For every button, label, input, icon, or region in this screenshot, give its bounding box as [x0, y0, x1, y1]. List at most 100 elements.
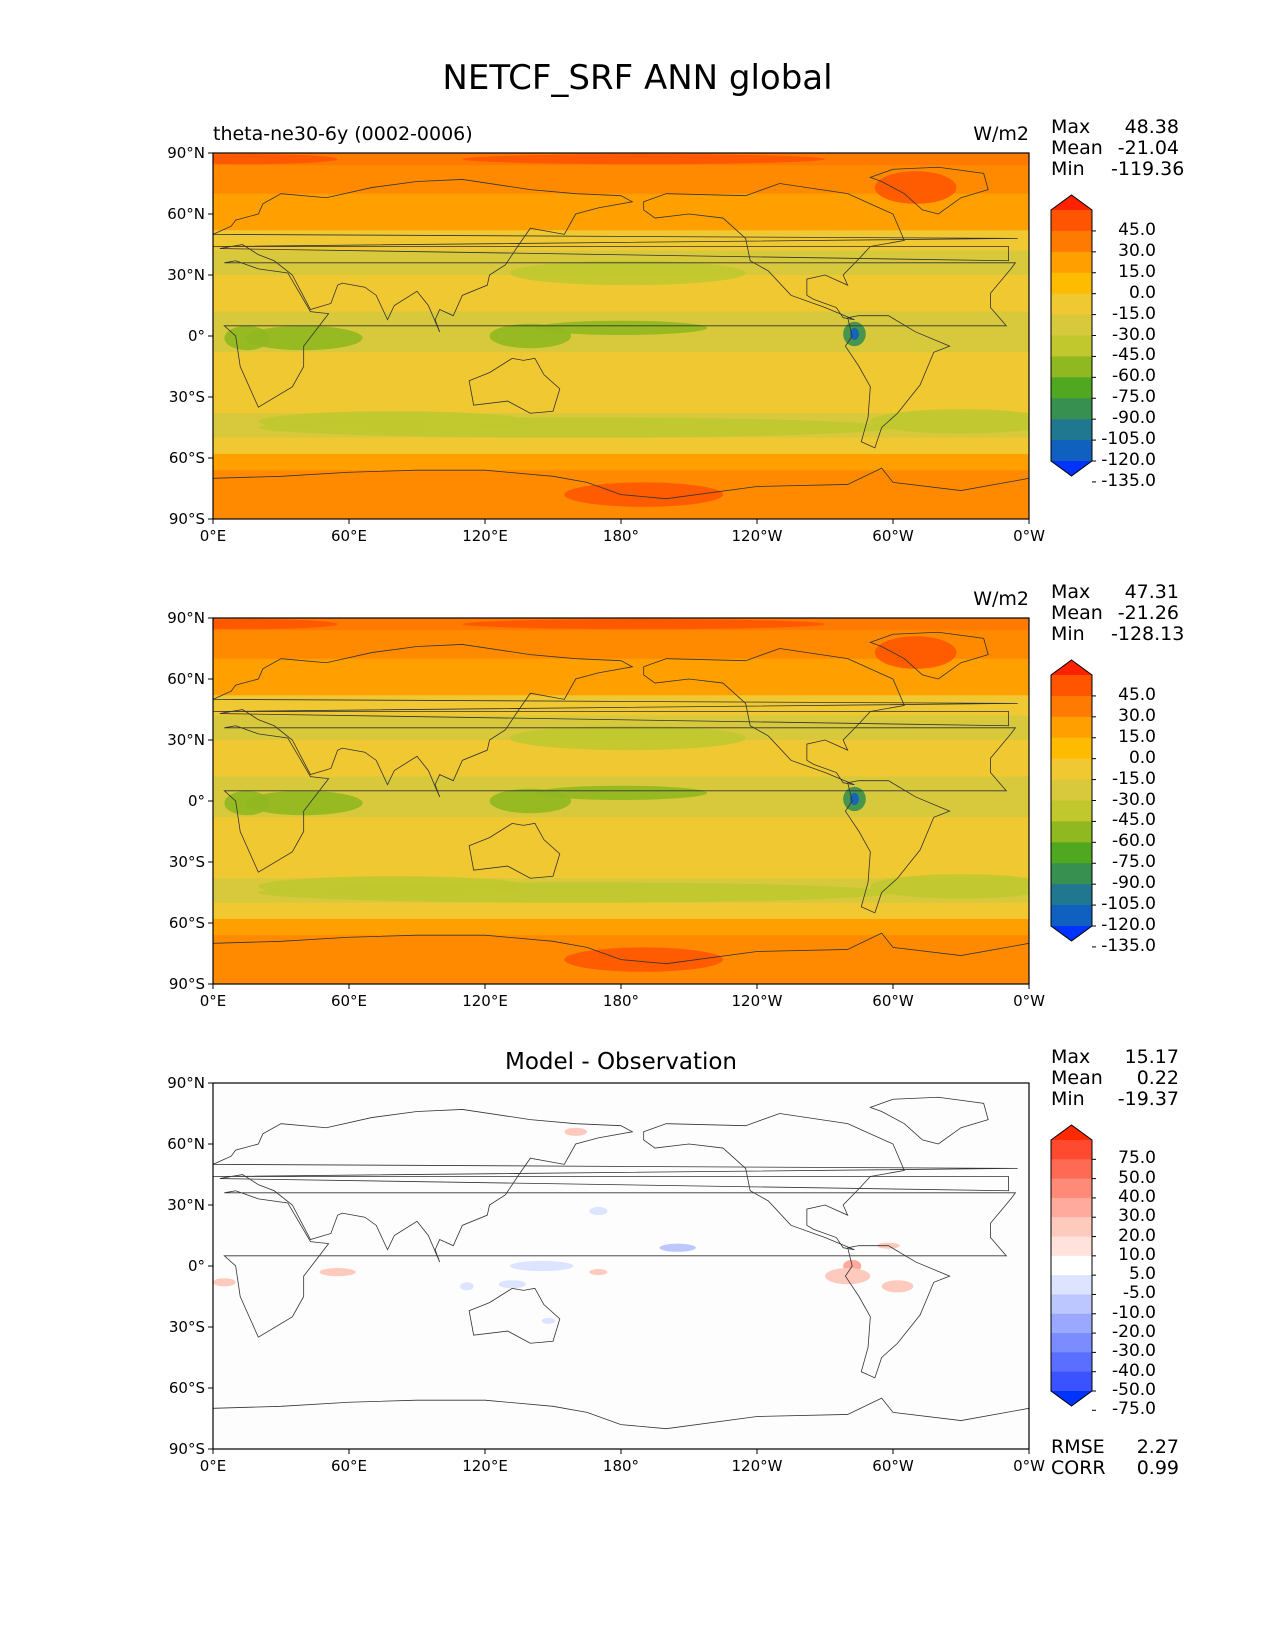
colorbar-label: -40.0: [1112, 1360, 1156, 1381]
colorbar-segment: [1051, 377, 1092, 399]
colorbar-segment: [1051, 1313, 1092, 1334]
x-tick-label: 120°E: [462, 992, 508, 1010]
x-tick-label: 0°E: [199, 992, 227, 1010]
coastline-outline: [869, 166, 989, 215]
y-tick-label: 90°S: [168, 1440, 205, 1458]
colorbar-label: 50.0: [1118, 1167, 1156, 1188]
stat-value: 48.38: [1124, 116, 1179, 138]
colorbar-label: -75.0: [1112, 387, 1156, 408]
x-tick-label: 60°E: [330, 527, 368, 545]
colorbar-label: -15.0: [1112, 303, 1156, 324]
colorbar-segment: [1051, 314, 1092, 336]
colorbar-segment: [1051, 758, 1092, 781]
stat-row: Mean -21.04: [1051, 138, 1179, 159]
panel-left-title: theta-ne30-6y (0002-0006): [213, 123, 473, 145]
coastline-outline: [643, 648, 905, 786]
y-tick-label: 30°S: [168, 388, 205, 406]
coastline-outline: [213, 1397, 1029, 1449]
x-tick-label: 120°W: [731, 527, 783, 545]
colorbar: [1050, 194, 1096, 483]
coastline-outline: [869, 631, 989, 680]
colorbar-label: -45.0: [1112, 810, 1156, 831]
y-tick-label: 60°S: [168, 449, 205, 467]
colorbar-segment: [1051, 398, 1092, 420]
colorbar-label: 40.0: [1118, 1186, 1156, 1207]
colorbar-segment: [1051, 716, 1092, 739]
x-tick-label: 0°E: [199, 527, 227, 545]
y-tick-label: 30°N: [167, 1196, 205, 1214]
colorbar-label: -50.0: [1112, 1380, 1156, 1400]
stat-label: Max: [1051, 1046, 1091, 1068]
x-tick-label: 120°E: [462, 1457, 508, 1475]
colorbar-label: -60.0: [1112, 831, 1156, 852]
y-tick-label: 60°N: [167, 1135, 205, 1153]
y-tick-label: 0°: [187, 327, 205, 345]
colorbar-segment: [1051, 1159, 1092, 1180]
colorbar-segment: [1051, 695, 1092, 718]
stat-row: Mean -21.26: [1051, 603, 1179, 624]
stat-value: 0.22: [1136, 1067, 1179, 1089]
colorbar-label: 10.0: [1118, 1244, 1156, 1265]
stat-value: -128.13: [1111, 623, 1185, 645]
colorbar-segment: [1051, 737, 1092, 760]
y-tick-label: 90°N: [167, 144, 205, 162]
stat-value: 15.17: [1124, 1046, 1179, 1068]
colorbar-segment: [1051, 210, 1092, 232]
x-tick-label: 180°: [602, 1457, 640, 1475]
y-tick-label: 30°S: [168, 1318, 205, 1336]
coastline-outline: [844, 1245, 951, 1379]
map-field-2: [213, 618, 1029, 984]
panel-stats: Max 47.31 Mean -21.26 Min -128.13: [1051, 582, 1185, 645]
x-tick-label: 60°E: [330, 1457, 368, 1475]
coastline-outline: [223, 1190, 1017, 1338]
stat-label: Mean: [1051, 1067, 1103, 1089]
coastline-outline: [844, 315, 951, 449]
colorbar-label: -15.0: [1112, 768, 1156, 789]
colorbar-label: 15.0: [1118, 261, 1156, 282]
y-tick-label: 90°N: [167, 609, 205, 627]
colorbar-segment: [1051, 821, 1092, 843]
stat-row: CORR 0.99: [1051, 1458, 1179, 1479]
colorbar-segment: [1051, 800, 1092, 822]
colorbar: [1050, 1124, 1096, 1411]
colorbar-segment: [1051, 272, 1092, 295]
colorbar-label: -45.0: [1112, 345, 1156, 366]
coastline-outline: [869, 1096, 989, 1145]
x-tick-label: 60°E: [330, 992, 368, 1010]
colorbar-label: -120.0: [1101, 450, 1156, 470]
colorbar-segment: [1051, 884, 1092, 906]
stat-label: Max: [1051, 116, 1091, 138]
colorbar-extend-max: [1051, 195, 1092, 210]
x-tick-label: 60°W: [872, 992, 914, 1010]
colorbar-segment: [1051, 842, 1092, 864]
colorbar-label: -135.0: [1101, 935, 1156, 956]
colorbar-label: -5.0: [1122, 1283, 1156, 1304]
stat-label: Max: [1051, 581, 1091, 603]
x-tick-label: 0°W: [1013, 992, 1045, 1010]
colorbar-label: 30.0: [1118, 1206, 1156, 1227]
colorbar-segment: [1051, 1294, 1092, 1315]
stat-label: RMSE: [1051, 1436, 1105, 1458]
colorbar-segment: [1051, 779, 1092, 801]
colorbar-label: 45.0: [1118, 219, 1156, 240]
colorbar-label: 30.0: [1118, 705, 1156, 726]
colorbar-label: -20.0: [1112, 1322, 1156, 1343]
y-tick-label: 60°S: [168, 914, 205, 932]
colorbar: [1050, 659, 1096, 948]
colorbar-label: -120.0: [1101, 915, 1156, 935]
coastline-outline: [213, 932, 1029, 984]
x-tick-label: 120°W: [731, 1457, 783, 1475]
coastline-outline: [468, 1287, 561, 1344]
coastline-outline: [468, 822, 561, 879]
colorbar-segment: [1051, 293, 1092, 316]
colorbar-label: -30.0: [1112, 789, 1156, 810]
y-tick-label: 90°S: [168, 975, 205, 993]
colorbar-segment: [1051, 1333, 1092, 1353]
panel-stats: Max 48.38 Mean -21.04 Min -119.36: [1051, 116, 1184, 180]
map-field-1: [213, 153, 1029, 519]
coastline-outline: [844, 780, 951, 914]
colorbar-label: -10.0: [1112, 1302, 1156, 1323]
stat-row: Max 47.31: [1051, 582, 1179, 603]
colorbar-label: -60.0: [1112, 366, 1156, 387]
coastline-outline: [213, 644, 1018, 798]
